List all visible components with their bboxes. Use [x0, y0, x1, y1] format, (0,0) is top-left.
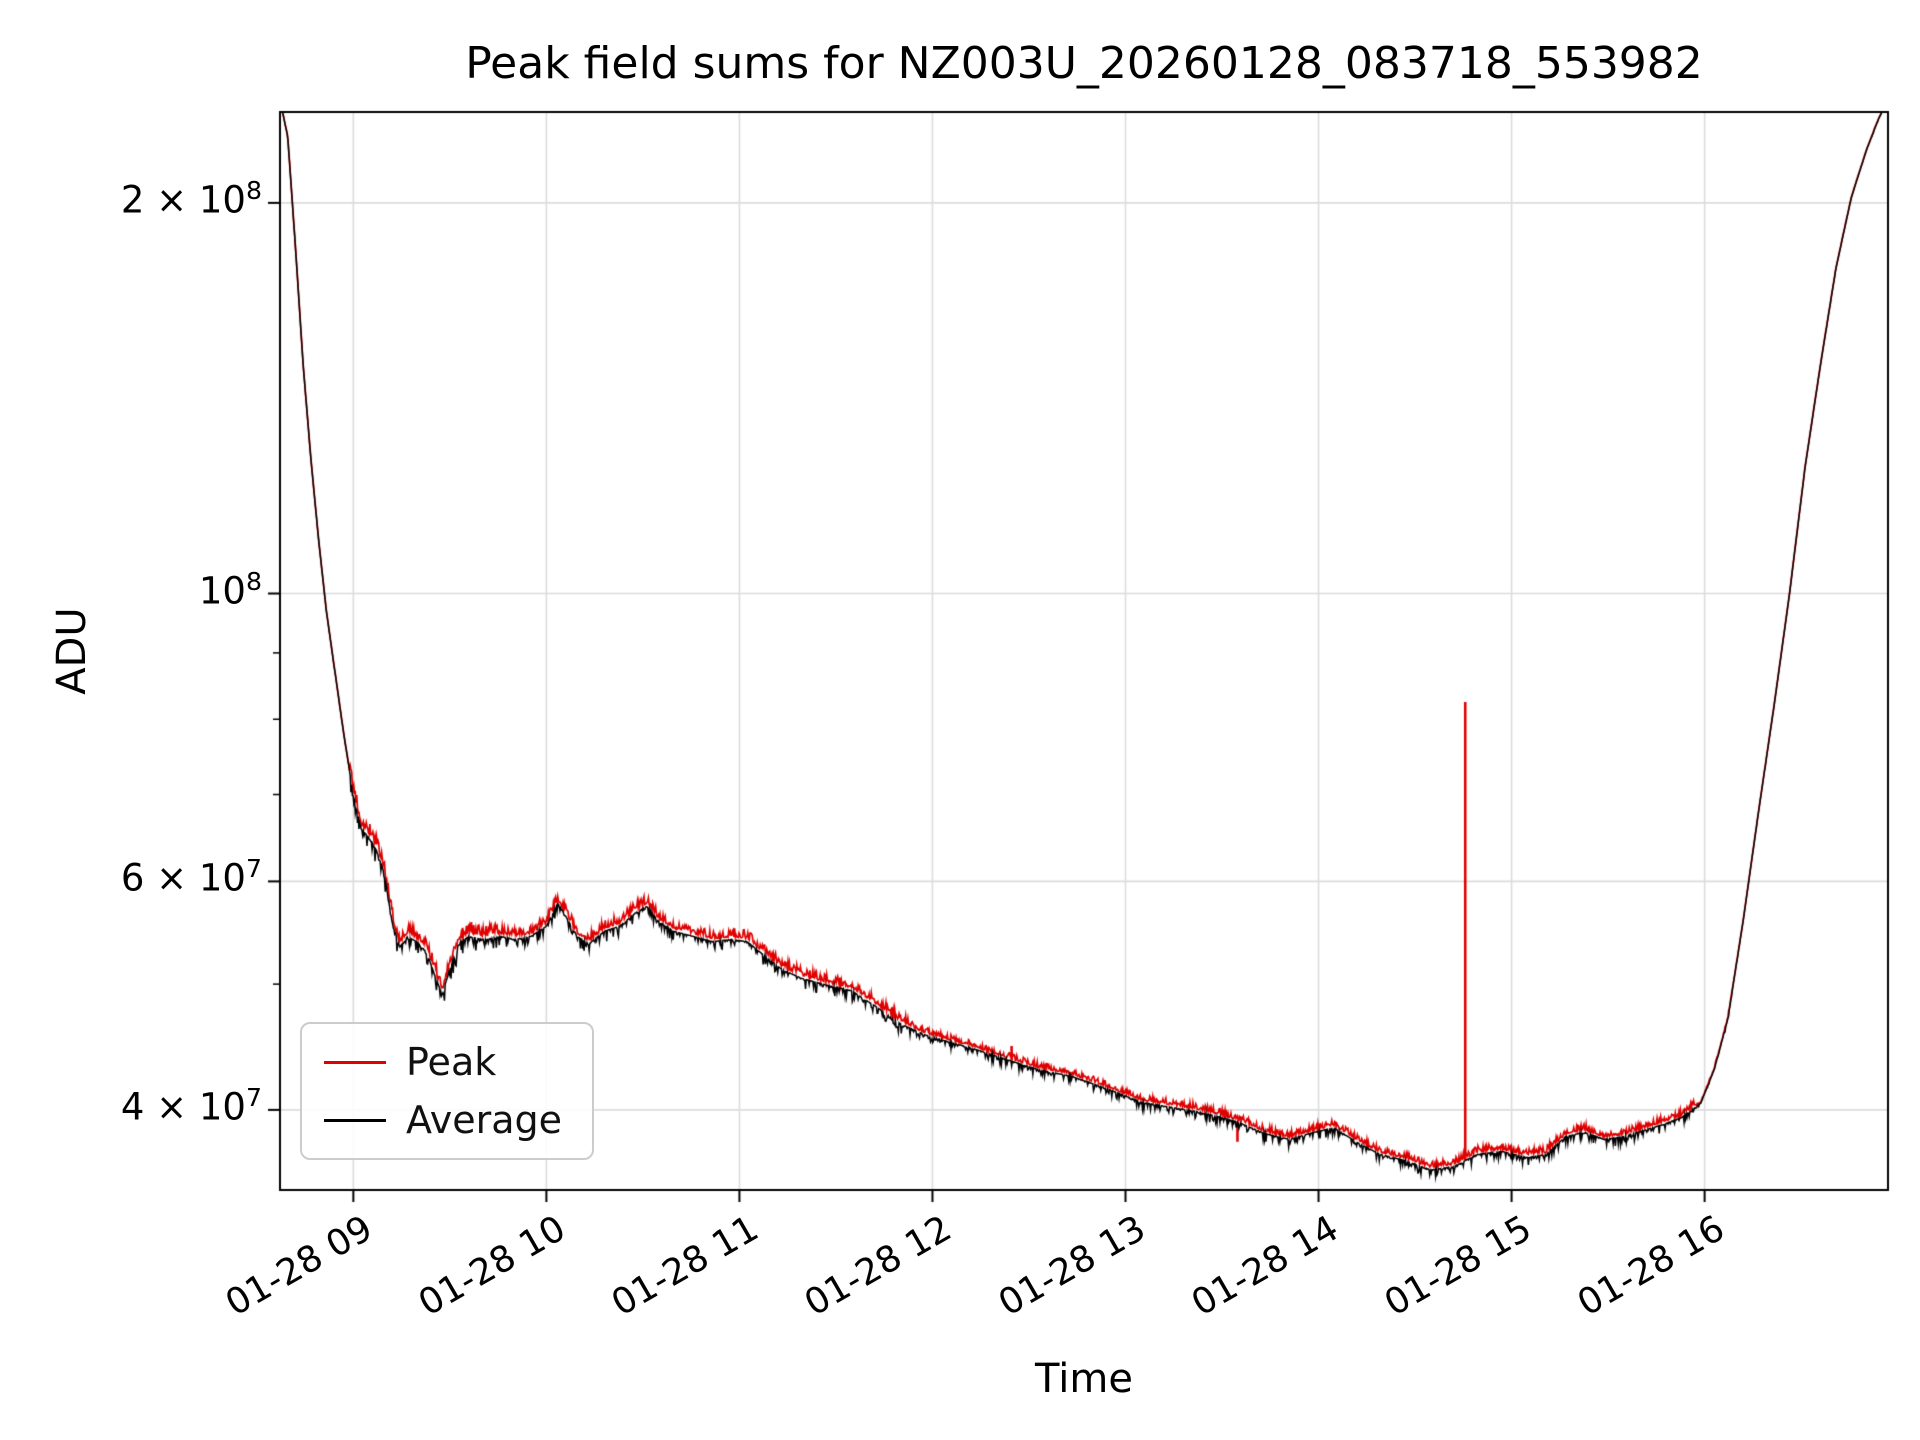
legend-item-average: Average: [324, 1098, 562, 1142]
legend-item-peak: Peak: [324, 1040, 562, 1084]
y-tick-label: 6 × 107: [120, 854, 262, 900]
chart-title: Peak field sums for NZ003U_20260128_0837…: [465, 38, 1703, 89]
legend: Peak Average: [300, 1022, 595, 1160]
x-axis-label: Time: [1035, 1356, 1133, 1402]
peak-line-swatch: [324, 1060, 386, 1064]
y-tick-label: 2 × 108: [120, 175, 262, 222]
average-line-swatch: [324, 1118, 386, 1122]
y-tick-label: 4 × 107: [120, 1082, 262, 1129]
legend-label-peak: Peak: [406, 1040, 497, 1084]
y-tick-label: 108: [198, 566, 262, 612]
y-axis-label: ADU: [49, 607, 95, 695]
legend-label-average: Average: [406, 1098, 563, 1142]
